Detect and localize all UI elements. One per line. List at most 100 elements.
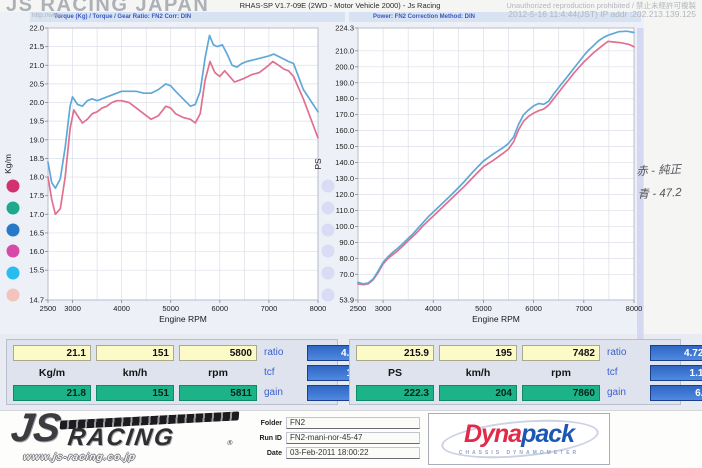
power-blue-rpm-value: 7860 bbox=[522, 385, 600, 401]
report-title: RHAS-SP V1.7-09E (2WD - Motor Vehicle 20… bbox=[239, 1, 441, 10]
svg-text:20.0: 20.0 bbox=[29, 98, 44, 107]
run-id-row: Run ID FN2-mani-nor-45-47 bbox=[250, 432, 420, 444]
torque-blue-peak-value: 21.8 bbox=[13, 385, 91, 401]
svg-text:21.0: 21.0 bbox=[29, 61, 44, 70]
svg-text:100.0: 100.0 bbox=[335, 222, 354, 231]
svg-text:160.0: 160.0 bbox=[335, 126, 354, 135]
svg-text:5000: 5000 bbox=[475, 304, 492, 313]
power-blue-speed-value: 204 bbox=[439, 385, 517, 401]
power-red-peak-value: 215.9 bbox=[356, 345, 434, 361]
speed-unit-label: km/h bbox=[122, 367, 148, 379]
handwritten-note-line1: 赤 - 純正 bbox=[636, 163, 682, 179]
run-info-fields: Folder FN2 Run ID FN2-mani-nor-45-47 Dat… bbox=[250, 417, 420, 462]
svg-text:224.3: 224.3 bbox=[335, 24, 354, 33]
torque-red-rpm-value: 5800 bbox=[179, 345, 257, 361]
svg-text:16.5: 16.5 bbox=[29, 228, 44, 237]
svg-text:8000: 8000 bbox=[310, 304, 327, 313]
svg-text:Kg/m: Kg/m bbox=[3, 154, 13, 174]
js-racing-logo: JS RACING ® www.js-racing.co.jp bbox=[7, 406, 249, 463]
torque-data-table: 21.1 151 5800 ratio 4.727 Kg/m km/h rpm … bbox=[6, 339, 371, 405]
tcf-label: tcf bbox=[607, 367, 618, 378]
svg-text:18.5: 18.5 bbox=[29, 154, 44, 163]
svg-text:3000: 3000 bbox=[64, 304, 81, 313]
power-data-table: 215.9 195 7482 ratio 4.727 PS km/h rpm t… bbox=[349, 339, 702, 405]
svg-text:150.0: 150.0 bbox=[335, 142, 354, 151]
svg-text:200.0: 200.0 bbox=[335, 62, 354, 71]
svg-text:7000: 7000 bbox=[575, 304, 592, 313]
svg-text:5000: 5000 bbox=[162, 304, 179, 313]
svg-text:Engine RPM: Engine RPM bbox=[472, 314, 520, 324]
power-blue-peak-value: 222.3 bbox=[356, 385, 434, 401]
svg-text:18.0: 18.0 bbox=[29, 173, 44, 182]
svg-text:19.5: 19.5 bbox=[29, 117, 44, 126]
gain-label: gain bbox=[607, 387, 626, 398]
speed-unit-label: km/h bbox=[465, 367, 491, 379]
svg-text:21.5: 21.5 bbox=[29, 42, 44, 51]
folder-row: Folder FN2 bbox=[250, 417, 420, 429]
folder-value: FN2 bbox=[286, 417, 420, 429]
dynapack-wordmark: Dynapack bbox=[429, 420, 609, 449]
js-racing-logo-initials: JS bbox=[8, 406, 64, 450]
watermark-url: http://www. bbox=[32, 12, 64, 19]
dyno-charts-canvas: 2500 3000 4000 5000 6000 7000 8000 22.0 21.5 21.0… bbox=[3, 24, 644, 340]
power-red-rpm-value: 7482 bbox=[522, 345, 600, 361]
rpm-unit-label: rpm bbox=[208, 367, 228, 379]
svg-text:7000: 7000 bbox=[261, 304, 278, 313]
svg-text:22.0: 22.0 bbox=[29, 24, 44, 33]
watermark-timestamp-ip: 2012-5-16 11:4:44(JST) IP addr :202.213.… bbox=[508, 9, 696, 19]
torque-unit-label: Kg/m bbox=[38, 367, 66, 379]
power-unit-label: PS bbox=[387, 367, 402, 379]
svg-text:PS: PS bbox=[313, 158, 323, 170]
folder-label: Folder bbox=[260, 419, 282, 427]
tcf-label: tcf bbox=[264, 367, 275, 378]
svg-text:20.5: 20.5 bbox=[29, 79, 44, 88]
svg-text:210.0: 210.0 bbox=[335, 46, 354, 55]
handwritten-note: 赤 - 純正 青 - 47.2 bbox=[636, 159, 683, 207]
svg-text:17.5: 17.5 bbox=[29, 191, 44, 200]
svg-text:14.7: 14.7 bbox=[29, 296, 44, 305]
svg-text:140.0: 140.0 bbox=[335, 158, 354, 167]
watermark-copyright-notice: Unauthorized reproduction prohibited / 禁… bbox=[506, 1, 696, 10]
svg-text:2500: 2500 bbox=[350, 304, 367, 313]
dynapack-logo: Dynapack CHASSIS DYNAMOMETER bbox=[428, 413, 610, 465]
svg-text:2500: 2500 bbox=[40, 304, 57, 313]
svg-text:4000: 4000 bbox=[425, 304, 442, 313]
js-racing-url: www.js-racing.co.jp bbox=[22, 452, 137, 463]
footer-bar: JS RACING ® www.js-racing.co.jp Folder F… bbox=[0, 406, 702, 468]
svg-text:130.0: 130.0 bbox=[335, 174, 354, 183]
rpm-unit-label: rpm bbox=[551, 367, 571, 379]
svg-text:15.5: 15.5 bbox=[29, 266, 44, 275]
svg-text:170.0: 170.0 bbox=[335, 110, 354, 119]
run-id-label: Run ID bbox=[259, 434, 282, 442]
svg-text:110.0: 110.0 bbox=[336, 206, 354, 215]
torque-red-peak-value: 21.1 bbox=[13, 345, 91, 361]
svg-text:180.0: 180.0 bbox=[335, 94, 354, 103]
svg-text:17.0: 17.0 bbox=[29, 210, 44, 219]
gain-value: 6.4 bbox=[650, 385, 702, 401]
svg-text:53.9: 53.9 bbox=[339, 296, 354, 305]
svg-text:Engine RPM: Engine RPM bbox=[159, 314, 207, 324]
dynapack-tagline: CHASSIS DYNAMOMETER bbox=[458, 450, 580, 456]
torque-blue-rpm-value: 5811 bbox=[179, 385, 257, 401]
svg-text:16.0: 16.0 bbox=[29, 247, 44, 256]
torque-blue-speed-value: 151 bbox=[96, 385, 174, 401]
svg-text:90.0: 90.0 bbox=[339, 238, 354, 247]
svg-text:190.0: 190.0 bbox=[335, 78, 354, 87]
ratio-label: ratio bbox=[264, 347, 284, 358]
svg-text:6000: 6000 bbox=[525, 304, 542, 313]
svg-text:120.0: 120.0 bbox=[335, 190, 354, 199]
dynapack-wordmark-blue: pack bbox=[521, 420, 575, 448]
svg-text:8000: 8000 bbox=[626, 304, 643, 313]
tcf-value: 1.10 bbox=[650, 365, 702, 381]
svg-text:4000: 4000 bbox=[113, 304, 130, 313]
handwritten-note-line2: 青 - 47.2 bbox=[637, 186, 682, 202]
dynapack-wordmark-red: Dyna bbox=[463, 420, 522, 448]
ratio-label: ratio bbox=[607, 347, 627, 358]
svg-text:80.0: 80.0 bbox=[339, 254, 354, 263]
svg-text:70.0: 70.0 bbox=[339, 270, 354, 279]
power-red-speed-value: 195 bbox=[439, 345, 517, 361]
power-chart-header: Power: FN2 Correction Method: DIN bbox=[349, 12, 641, 22]
torque-red-speed-value: 151 bbox=[96, 345, 174, 361]
svg-text:6000: 6000 bbox=[211, 304, 228, 313]
